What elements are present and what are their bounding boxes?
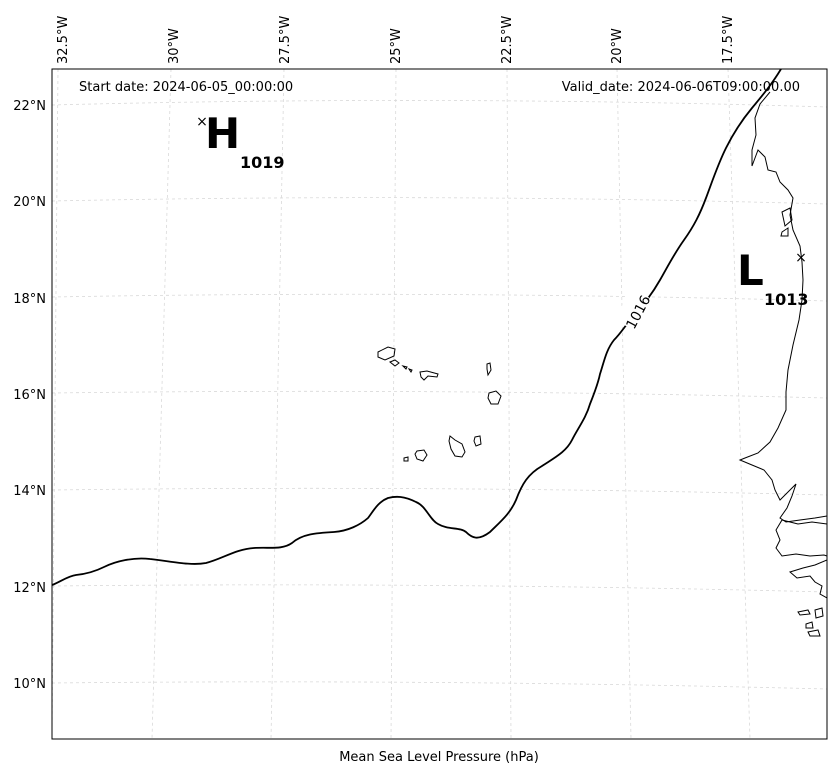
low-pressure-system: × L 1013	[737, 246, 809, 309]
lon-tick-labels: 32.5°W 30°W 27.5°W 25°W 22.5°W 20°W 17.5…	[56, 16, 736, 64]
meridian-30w	[151, 69, 172, 739]
guinea-bissau-coast	[788, 559, 827, 599]
senegal-gambia-coast	[775, 519, 827, 557]
parallel-10n	[52, 681, 827, 690]
high-center-marker: ×	[196, 114, 208, 130]
high-symbol: H	[205, 109, 240, 158]
lat-tick-label: 18°N	[13, 292, 46, 307]
island-sal	[486, 362, 492, 377]
lon-tick-label: 22.5°W	[500, 16, 515, 64]
island-maio	[473, 435, 482, 447]
cape-verde-islands	[377, 346, 502, 462]
lat-tick-labels: 22°N 20°N 18°N 16°N 14°N 12°N 10°N	[13, 99, 46, 692]
coastline	[738, 91, 827, 637]
isobar-layer: 1016	[52, 69, 782, 586]
start-date-label: Start date: 2024-06-05_00:00:00	[79, 80, 293, 95]
low-symbol: L	[737, 246, 764, 295]
low-value: 1013	[764, 290, 809, 309]
low-center-marker: ×	[795, 250, 807, 266]
high-pressure-system: × H 1019	[196, 109, 284, 172]
lat-tick-label: 22°N	[13, 99, 46, 114]
guinea-islands	[797, 607, 824, 637]
lat-tick-label: 10°N	[13, 677, 46, 692]
island-santa-luzia	[401, 365, 413, 373]
meridian-20w	[616, 69, 632, 739]
lon-tick-label: 32.5°W	[56, 16, 71, 64]
lon-tick-label: 20°W	[610, 28, 625, 64]
lat-tick-label: 14°N	[13, 484, 46, 499]
parallel-22n	[52, 100, 827, 108]
island-santiago	[448, 435, 466, 458]
island-sao-vicente	[389, 359, 400, 367]
valid-date-label: Valid_date: 2024-06-06T09:00:00.00	[562, 80, 800, 95]
high-value: 1019	[240, 153, 285, 172]
meridian-25w	[390, 69, 397, 739]
island-fogo	[414, 449, 428, 462]
parallel-16n	[52, 390, 827, 399]
lat-tick-label: 16°N	[13, 388, 46, 403]
island-boa-vista	[487, 390, 502, 405]
meridian-27-5w	[270, 69, 285, 739]
banc-arguin-island	[780, 207, 793, 237]
parallel-20n	[52, 197, 827, 205]
island-santo-antao	[377, 346, 396, 361]
map-caption: Mean Sea Level Pressure (hPa)	[339, 750, 539, 765]
lon-tick-label: 17.5°W	[721, 16, 736, 64]
isobar-1016	[52, 69, 782, 586]
meridian-32-5w	[52, 69, 59, 739]
parallel-18n	[52, 293, 827, 302]
island-brava	[403, 456, 409, 462]
parallel-14n	[52, 487, 827, 496]
lat-tick-label: 12°N	[13, 581, 46, 596]
meridian-17-5w	[727, 69, 751, 739]
island-sao-nicolau	[419, 370, 439, 381]
meridian-22-5w	[506, 69, 512, 739]
isobar-label-gap	[614, 288, 650, 330]
lat-tick-label: 20°N	[13, 195, 46, 210]
lon-tick-label: 30°W	[167, 28, 182, 64]
africa-coast	[738, 91, 827, 523]
lon-tick-label: 27.5°W	[278, 16, 293, 64]
graticule	[52, 69, 827, 739]
lon-tick-label: 25°W	[389, 28, 404, 64]
map-frame	[51, 68, 828, 740]
parallel-12n	[52, 584, 827, 593]
